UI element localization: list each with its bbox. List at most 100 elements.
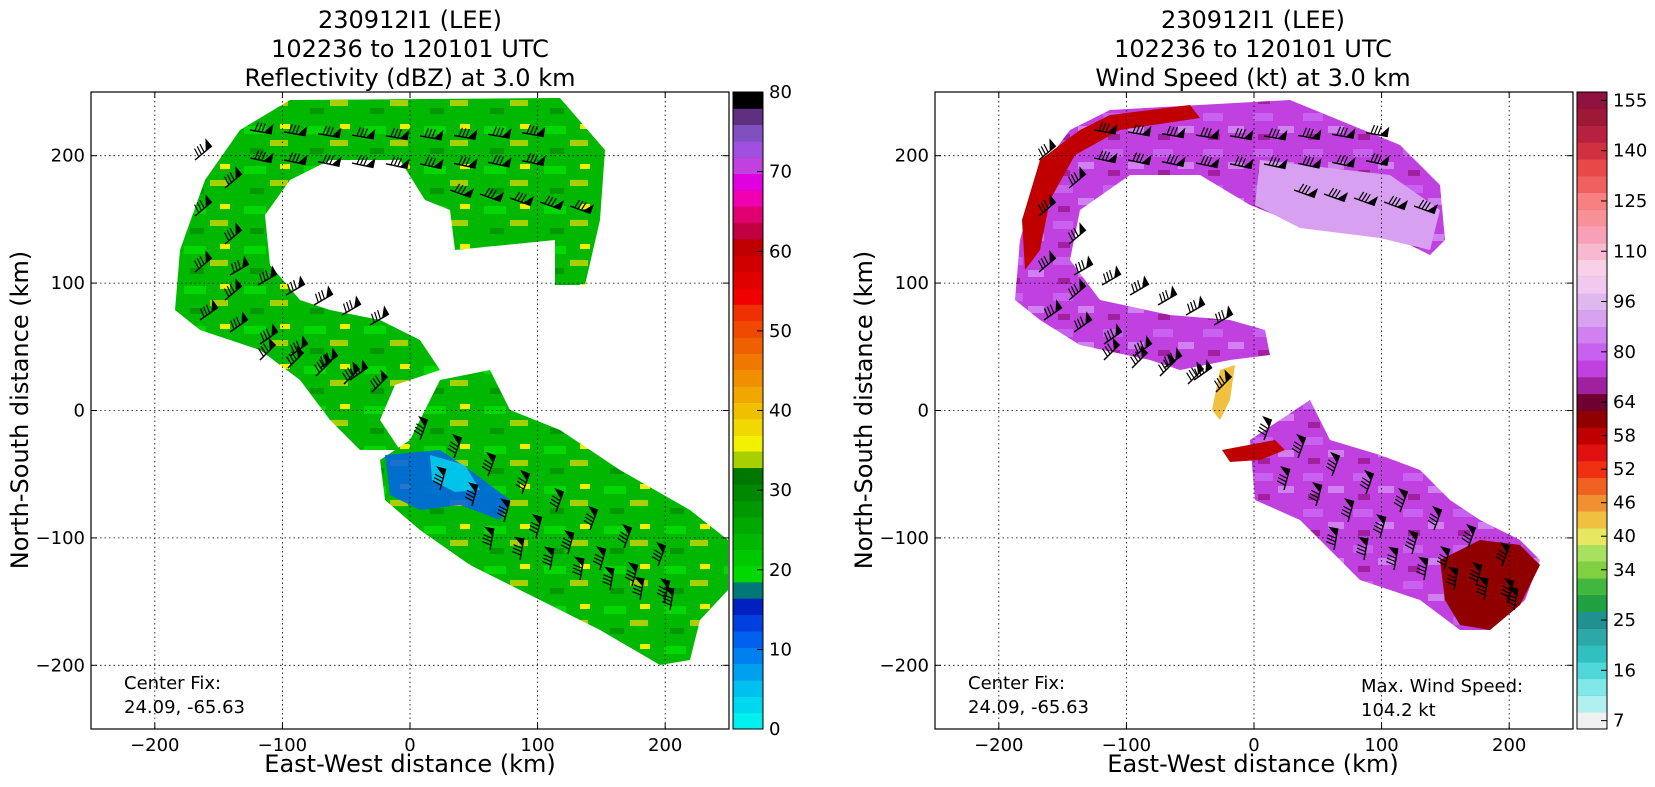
barb-feather <box>466 489 476 495</box>
barb-feather <box>1134 281 1138 291</box>
barb-feather <box>254 150 260 160</box>
colorbar-segment <box>1577 661 1607 680</box>
barb-flag <box>523 196 535 206</box>
chart-title-line-2: 102236 to 120101 UTC <box>271 35 549 63</box>
x-tick-label: 0 <box>404 735 415 756</box>
barb-feather <box>515 483 525 490</box>
barb-feather <box>1336 154 1342 164</box>
barb-flag <box>1277 129 1288 140</box>
barb-shaft <box>1331 455 1341 477</box>
wind-barb <box>1476 576 1489 601</box>
barb-shaft <box>1501 545 1511 567</box>
colorbar-segment <box>1577 192 1607 210</box>
barb-feather <box>1360 480 1370 487</box>
barb-feather <box>342 303 347 313</box>
barb-feather <box>1200 127 1206 137</box>
wind-barb <box>194 194 213 217</box>
barb-flag <box>324 353 332 367</box>
barb-flag <box>301 335 309 348</box>
barb-feather <box>200 308 205 318</box>
barb-feather <box>349 300 353 310</box>
barb-feather <box>434 473 444 479</box>
barb-feather <box>261 151 267 161</box>
barb-feather <box>499 127 504 137</box>
chart-title-line-3: Reflectivity (dBZ) at 3.0 km <box>245 64 576 92</box>
colorbar-tick-label: 25 <box>1613 610 1636 631</box>
barb-shaft <box>259 330 279 345</box>
barb-feather <box>542 557 552 563</box>
barb-feather <box>237 260 241 270</box>
barb-feather <box>1070 174 1077 183</box>
barb-feather <box>1328 459 1337 466</box>
wind-barb <box>1038 250 1057 273</box>
barb-feather <box>1074 263 1079 273</box>
wind-band-north <box>1015 100 1445 370</box>
wind-barb <box>342 361 361 385</box>
barb-feather <box>1309 157 1315 167</box>
colorbar-segment <box>733 516 763 534</box>
wind-barb <box>1257 415 1273 441</box>
barb-feather <box>265 270 269 280</box>
barb-feather <box>481 465 491 472</box>
colorbar-tick-label: 155 <box>1613 90 1647 111</box>
colorbar-tick-label: 52 <box>1613 459 1636 480</box>
barb-feather <box>625 572 635 579</box>
colorbar-tick-label: 125 <box>1613 191 1647 212</box>
wind-barb <box>1038 194 1057 217</box>
max-wind-speed-value: 104.2 kt <box>1361 700 1436 721</box>
barb-flag <box>1145 335 1153 348</box>
barb-feather <box>205 304 211 314</box>
barb-feather <box>1081 260 1085 270</box>
barb-feather <box>322 125 328 135</box>
barb-shaft <box>1229 135 1252 141</box>
barb-feather <box>1214 313 1219 323</box>
barb-shaft <box>1127 131 1150 137</box>
barb-shaft <box>1433 509 1443 531</box>
barb-flag <box>1312 482 1322 493</box>
x-ticks: −200 −100 0 100 200 <box>974 92 1526 756</box>
barb-feather <box>1421 200 1428 210</box>
barb-feather <box>1358 191 1365 201</box>
wind-barb <box>1263 128 1288 141</box>
barb-feather <box>1468 576 1478 582</box>
wind-barb <box>259 323 279 345</box>
barb-flag <box>1168 353 1176 367</box>
barb-feather <box>375 375 381 384</box>
barb-feather <box>235 316 241 326</box>
barb-feather <box>1130 283 1135 293</box>
colorbar-segment <box>1577 125 1607 143</box>
colorbar: 0 10 20 30 40 50 60 70 80 <box>732 82 792 740</box>
barb-flag <box>365 129 376 139</box>
barb-feather <box>1162 291 1166 301</box>
barb-feather <box>431 129 436 139</box>
wind-barb <box>624 562 639 587</box>
barb-feather <box>1294 441 1303 448</box>
barb-feather <box>1160 361 1167 371</box>
barb-flag <box>468 482 478 493</box>
barb-feather <box>1139 125 1144 135</box>
barb-feather <box>496 512 506 518</box>
barb-feather <box>1271 128 1277 138</box>
x-ticks: −200 −100 0 100 200 <box>130 92 682 756</box>
barb-feather <box>1364 194 1371 203</box>
barb-shaft <box>1263 419 1273 441</box>
barb-flag <box>331 347 339 360</box>
colorbar-segment <box>733 663 763 681</box>
wind-barb <box>1383 195 1409 211</box>
colorbar-segment <box>733 353 763 371</box>
colorbar-tick-label: 64 <box>1613 392 1636 413</box>
colorbar-segment <box>1577 360 1607 378</box>
barb-shaft <box>349 366 369 381</box>
wind-barb <box>1127 152 1152 166</box>
barb-feather <box>229 227 235 237</box>
barb-shaft <box>487 161 510 168</box>
barb-shaft <box>1161 133 1184 139</box>
barb-feather <box>1370 153 1376 163</box>
barb-flag <box>354 295 362 308</box>
colorbar-segment <box>1577 645 1607 663</box>
wind-barbs <box>194 122 675 611</box>
x-tick-label: −100 <box>258 735 307 756</box>
barb-feather <box>450 441 459 448</box>
colorbar-segment <box>733 124 763 142</box>
barb-shaft <box>453 162 476 169</box>
